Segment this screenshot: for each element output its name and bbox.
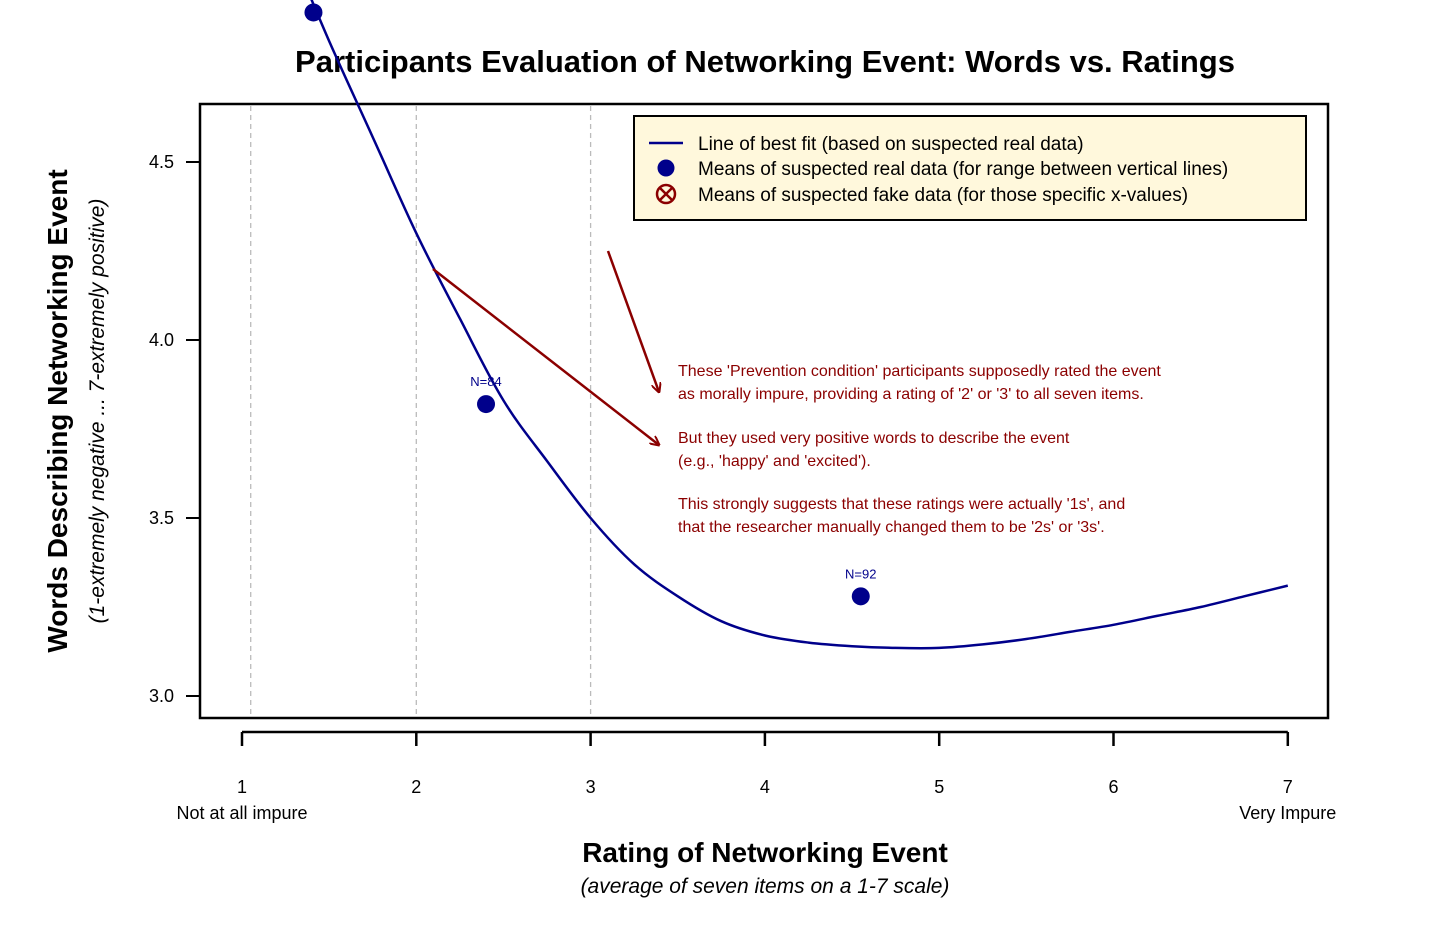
real-data-point <box>304 3 323 22</box>
x-tick-label: 5 <box>934 777 944 797</box>
x-axis-title: Rating of Networking Event <box>582 837 948 868</box>
y-tick-label: 4.0 <box>149 330 174 350</box>
chart-title: Participants Evaluation of Networking Ev… <box>295 44 1235 79</box>
legend-real-swatch <box>657 159 675 177</box>
x-tick-label: 7 <box>1283 777 1293 797</box>
y-axis-title: Words Describing Networking Event <box>42 169 73 652</box>
x-tick-label: 2 <box>411 777 421 797</box>
annotation-arrow-2 <box>432 268 659 445</box>
legend-label-line: Line of best fit (based on suspected rea… <box>698 134 1084 155</box>
x-tick-sublabel: Very Impure <box>1239 803 1336 823</box>
annotation-line: as morally impure, providing a rating of… <box>678 386 1144 403</box>
reference-lines <box>250 106 592 716</box>
x-tick-label: 4 <box>760 777 770 797</box>
y-tick-label: 3.5 <box>149 508 174 528</box>
annotation-line: These 'Prevention condition' participant… <box>678 363 1161 380</box>
y-tick-label: 3.0 <box>149 686 174 706</box>
real-data-point <box>477 395 496 414</box>
x-tick-label: 3 <box>586 777 596 797</box>
best-fit-line <box>310 0 1289 650</box>
point-n-label: N=92 <box>845 566 876 581</box>
annotation-line: that the researcher manually changed the… <box>678 519 1105 536</box>
plot-frame <box>198 102 1330 720</box>
point-n-label: N=84 <box>470 374 501 389</box>
annotation-line: But they used very positive words to des… <box>678 430 1070 447</box>
y-tick-label: 4.5 <box>149 152 174 172</box>
y-axis: 3.03.54.04.55.05.56.0 <box>149 152 200 706</box>
annotation-arrow-1 <box>606 250 659 392</box>
data-points-layer: N=222N=122N=84N=92N=61N=18 <box>304 3 876 606</box>
legend: Line of best fit (based on suspected rea… <box>633 115 1307 221</box>
legend-label-real: Means of suspected real data (for range … <box>698 159 1228 180</box>
annotation-line: (e.g., 'happy' and 'excited'). <box>678 453 871 470</box>
x-tick-label: 1 <box>237 777 247 797</box>
annotation: These 'Prevention condition' participant… <box>678 363 1161 536</box>
annotation-line: This strongly suggests that these rating… <box>678 496 1125 513</box>
y-axis-subtitle: (1-extremely negative ... 7-extremely po… <box>86 199 109 624</box>
best-fit-line-layer <box>310 0 1289 650</box>
x-axis: 1 2 3 4 5 6 7 Not at all impure Very Impure <box>176 730 1336 823</box>
x-axis-subtitle: (average of seven items on a 1-7 scale) <box>581 875 950 898</box>
x-tick-label: 6 <box>1108 777 1118 797</box>
legend-box <box>633 115 1307 221</box>
legend-fake-swatch <box>655 183 677 205</box>
legend-label-fake: Means of suspected fake data (for those … <box>698 185 1188 206</box>
real-data-point <box>851 587 870 606</box>
x-tick-sublabel: Not at all impure <box>176 803 307 823</box>
